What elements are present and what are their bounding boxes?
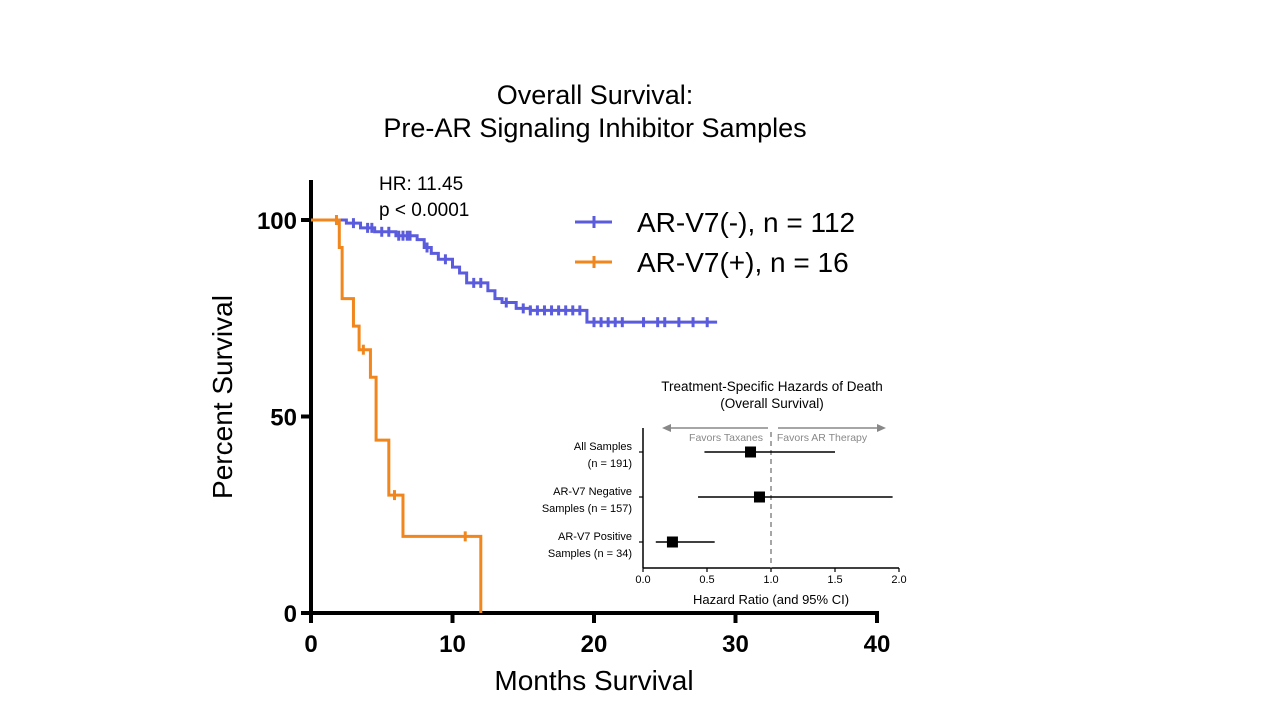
chart-title-line-2: Pre-AR Signaling Inhibitor Samples	[383, 113, 807, 143]
forest-x-axis-label: Hazard Ratio (and 95% CI)	[693, 592, 849, 607]
forest-point-3	[666, 536, 678, 548]
x-tick-label: 40	[864, 631, 891, 658]
forest-row-label-1-line-2: (n = 191)	[588, 458, 632, 470]
chart-title-line-1: Overall Survival:	[496, 80, 694, 110]
x-axis-label: Months Survival	[494, 665, 693, 696]
y-tick-label: 0	[284, 601, 297, 628]
legend-label-2: AR-V7(+), n = 16	[637, 247, 849, 278]
series-line-1	[311, 218, 718, 324]
forest-title-line-1: Treatment-Specific Hazards of Death	[661, 379, 883, 394]
forest-title-line-2: (Overall Survival)	[720, 396, 824, 411]
forest-row-label-2: AR-V7 Negative	[553, 486, 632, 498]
hazard-ratio-annotation: HR: 11.45	[379, 174, 464, 195]
y-tick-label: 100	[257, 208, 297, 235]
forest-point-1	[745, 446, 757, 458]
forest-x-tick-label: 1.5	[827, 574, 842, 586]
forest-point-2	[753, 491, 765, 503]
favors-ar-therapy-label: Favors AR Therapy	[777, 432, 868, 444]
x-tick-label: 0	[304, 631, 317, 658]
favors-right-arrow-head	[877, 424, 886, 432]
x-tick-label: 10	[439, 631, 466, 658]
forest-x-tick-label: 1.0	[763, 574, 778, 586]
y-axis-label: Percent Survival	[207, 295, 238, 499]
forest-row-label-2-line-2: Samples (n = 157)	[542, 503, 632, 515]
legend-label-1: AR-V7(-), n = 112	[637, 207, 855, 238]
y-tick-label: 50	[270, 405, 297, 432]
p-value-annotation: p < 0.0001	[379, 200, 470, 221]
forest-row-label-1: All Samples	[574, 441, 633, 453]
forest-row-label-3: AR-V7 Positive	[558, 531, 632, 543]
forest-x-tick-label: 2.0	[891, 574, 906, 586]
favors-taxanes-label: Favors Taxanes	[689, 432, 763, 444]
x-tick-label: 30	[722, 631, 749, 658]
forest-x-tick-label: 0.0	[635, 574, 650, 586]
favors-left-arrow-head	[662, 424, 671, 432]
series-line-2	[311, 218, 483, 613]
forest-x-tick-label: 0.5	[699, 574, 714, 586]
x-tick-label: 20	[581, 631, 608, 658]
forest-row-label-3-line-2: Samples (n = 34)	[548, 548, 632, 560]
